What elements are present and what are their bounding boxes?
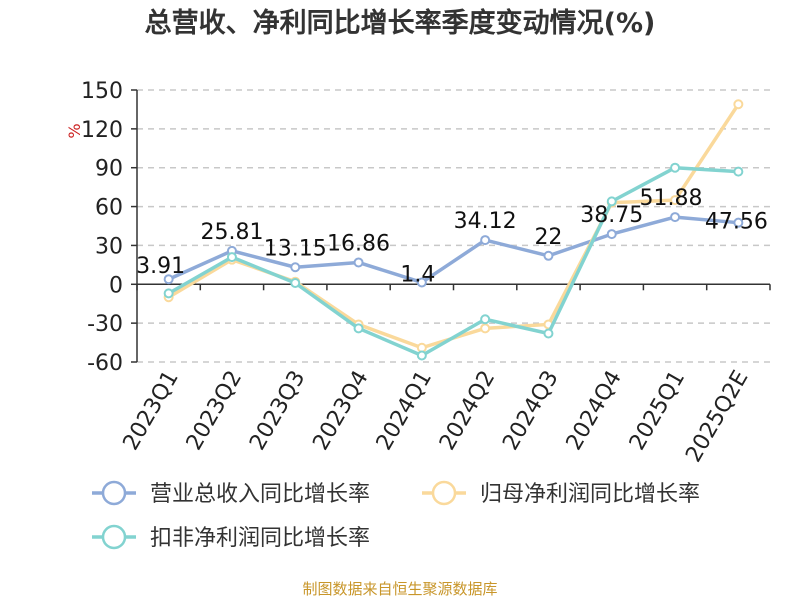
- data-label: 22: [534, 225, 562, 250]
- source-note: 制图数据来自恒生聚源数据库: [302, 580, 497, 598]
- data-point: [290, 262, 301, 273]
- x-tick-label: 2023Q2: [182, 367, 247, 455]
- data-point: [670, 212, 681, 223]
- x-tick-label: 2023Q1: [119, 367, 184, 455]
- data-label: 25.81: [200, 220, 263, 245]
- x-tick-label: 2024Q1: [372, 366, 437, 454]
- data-point: [543, 250, 554, 261]
- legend-label: 归母净利润同比增长率: [480, 482, 700, 507]
- data-label: 13.15: [264, 236, 327, 261]
- y-tick-label: 0: [109, 273, 123, 298]
- data-label: 1.4: [400, 262, 435, 287]
- legend-marker: [101, 524, 127, 550]
- y-tick-label: 60: [95, 196, 123, 221]
- legend-item: 营业总收入同比增长率: [92, 480, 370, 507]
- series-3: [163, 162, 744, 361]
- series-lines: [163, 99, 744, 361]
- series-line: [167, 215, 739, 285]
- series-1: [163, 212, 744, 288]
- x-tick-label: 2024Q2: [435, 367, 500, 455]
- x-tick-label: 2023Q3: [245, 367, 310, 455]
- data-label: 38.75: [580, 203, 643, 228]
- chart-title: 总营收、净利同比增长率季度变动情况(%): [145, 7, 656, 39]
- data-point: [163, 274, 174, 285]
- legend-label: 扣非净利润同比增长率: [150, 526, 370, 551]
- data-label: 16.86: [327, 231, 390, 256]
- data-point: [606, 196, 617, 207]
- y-tick-label: 120: [81, 118, 123, 143]
- y-axis-unit-label: %: [65, 123, 84, 138]
- data-label: 51.88: [640, 186, 703, 211]
- x-tick-label: 2025Q2E: [681, 367, 753, 467]
- legend-item: 扣非净利润同比增长率: [92, 524, 370, 551]
- legend-item: 归母净利润同比增长率: [422, 480, 700, 507]
- data-point: [733, 99, 744, 110]
- data-point: [733, 166, 744, 177]
- data-point: [353, 323, 364, 334]
- data-label: 34.12: [454, 209, 517, 234]
- data-point: [670, 195, 681, 206]
- data-point: [480, 323, 491, 334]
- data-point: [733, 217, 744, 228]
- series-line: [167, 165, 739, 358]
- x-tick-label: 2025Q1: [625, 367, 690, 455]
- data-point: [226, 252, 237, 263]
- data-point: [670, 162, 681, 173]
- data-point: [543, 328, 554, 339]
- data-point: [416, 350, 427, 361]
- legend-marker: [101, 480, 127, 506]
- x-tick-label: 2024Q4: [562, 367, 627, 455]
- x-tick-label: 2024Q3: [498, 367, 563, 455]
- y-tick-label: -30: [87, 312, 123, 337]
- y-tick-label: 30: [95, 234, 123, 259]
- legend-label: 营业总收入同比增长率: [150, 482, 370, 507]
- data-point: [480, 314, 491, 325]
- data-point: [290, 277, 301, 288]
- data-label: 3.91: [136, 254, 185, 279]
- data-point: [353, 257, 364, 268]
- data-label: 47.56: [705, 210, 768, 235]
- data-point: [606, 229, 617, 240]
- x-tick-label: 2023Q4: [308, 367, 373, 455]
- y-tick-label: 150: [81, 79, 123, 104]
- data-point: [480, 235, 491, 246]
- data-point: [163, 288, 174, 299]
- y-tick-label: 90: [95, 157, 123, 182]
- legend-marker: [431, 480, 457, 506]
- data-point: [416, 277, 427, 288]
- y-tick-label: -60: [87, 351, 123, 376]
